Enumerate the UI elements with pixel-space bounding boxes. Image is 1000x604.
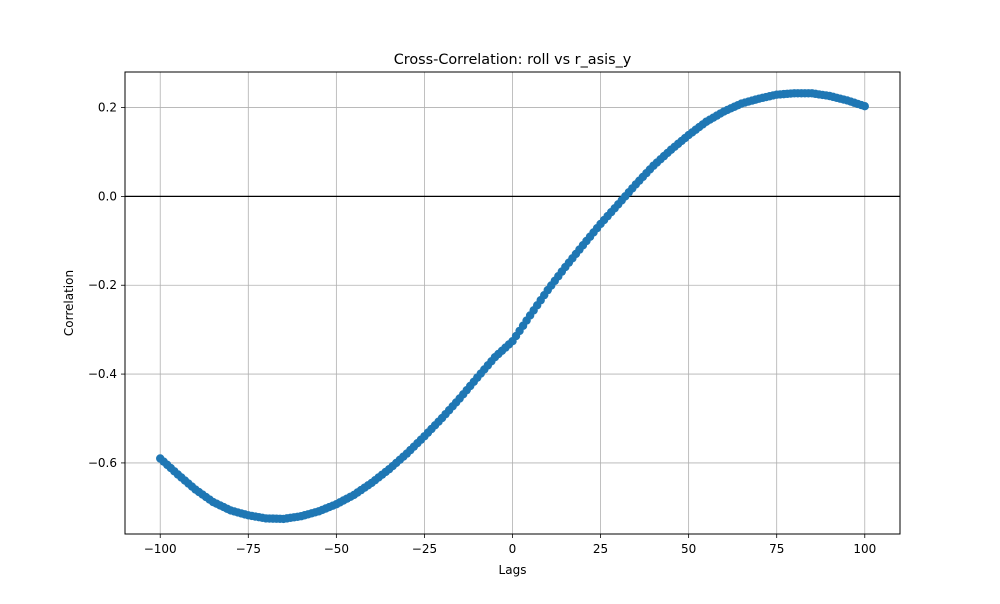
y-axis-label: Correlation — [62, 270, 76, 336]
chart-title: Cross-Correlation: roll vs r_asis_y — [394, 52, 632, 68]
y-tick-label: 0.0 — [98, 189, 117, 203]
y-tick-label: −0.4 — [88, 367, 117, 381]
y-tick-label: −0.2 — [88, 278, 117, 292]
x-tick-label: 75 — [769, 542, 784, 556]
data-point — [860, 102, 869, 111]
x-tick-label: −100 — [144, 542, 177, 556]
x-tick-label: 25 — [593, 542, 608, 556]
x-tick-label: −25 — [412, 542, 437, 556]
x-tick-label: −75 — [236, 542, 261, 556]
x-tick-label: 100 — [853, 542, 876, 556]
x-tick-label: −50 — [324, 542, 349, 556]
y-tick-label: −0.6 — [88, 456, 117, 470]
axis-ticks: −100 −75 −50 −25 0 25 50 75 100 −0.6 −0.4 −0.2 0.0 0.… — [88, 101, 876, 556]
scatter-series — [156, 89, 869, 524]
x-tick-label: 50 — [681, 542, 696, 556]
y-tick-label: 0.2 — [98, 101, 117, 115]
x-axis-label: Lags — [499, 563, 527, 577]
x-tick-label: 0 — [509, 542, 517, 556]
